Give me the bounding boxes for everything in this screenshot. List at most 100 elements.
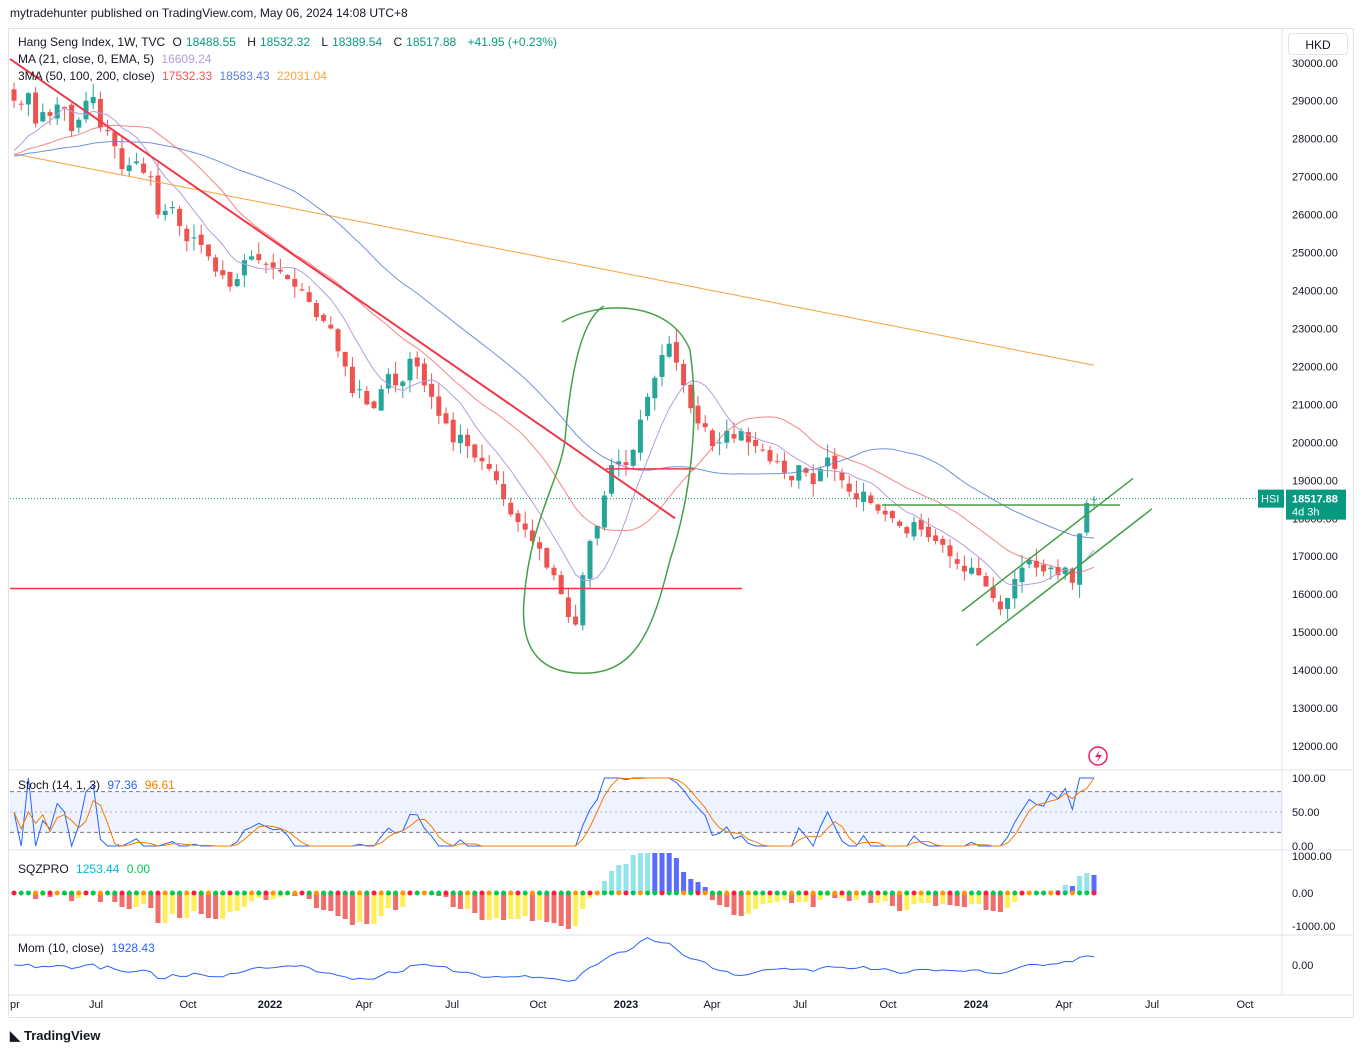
candle-body <box>205 244 211 257</box>
candle-body <box>659 355 665 377</box>
candle <box>767 445 773 465</box>
sqz-dot <box>882 890 888 896</box>
time-tick-label: Oct <box>1236 999 1253 1011</box>
candle-body <box>421 363 427 386</box>
candle <box>745 427 751 456</box>
candle <box>11 82 17 109</box>
sqz-bar <box>457 893 463 909</box>
candle-body <box>688 384 694 409</box>
candle <box>947 539 953 568</box>
candle-body <box>148 176 154 178</box>
sqz-dot <box>997 890 1003 896</box>
candle-body <box>997 601 1003 610</box>
candle-body <box>393 373 399 386</box>
candle <box>313 299 319 322</box>
candle <box>565 587 571 624</box>
sqz-dot <box>853 890 859 896</box>
candle <box>220 260 226 279</box>
ohlc-open: O 18488.55 <box>173 35 240 49</box>
candle <box>256 242 262 264</box>
candle-body <box>213 257 219 272</box>
sqz-bar <box>796 893 802 902</box>
candle <box>328 316 334 330</box>
candle-body <box>889 511 895 519</box>
stoch-label: Stoch (14, 1, 3) <box>18 778 101 792</box>
sqz-bar <box>767 893 773 903</box>
sqz-bar <box>774 893 780 902</box>
candle <box>400 380 406 398</box>
candle <box>501 471 507 507</box>
sqz-dot <box>234 890 240 896</box>
sqz-bar <box>911 893 917 904</box>
sqz-dot <box>659 890 665 896</box>
sqz-bar <box>69 893 75 901</box>
mom-legend[interactable]: Mom (10, close) 1928.43 <box>18 941 159 955</box>
ma-legend[interactable]: MA (21, close, 0, EMA, 5) 16609.24 <box>18 52 215 66</box>
candle-body <box>321 314 327 321</box>
candle-body <box>781 460 787 473</box>
sqz-dot <box>594 890 600 896</box>
candle <box>443 407 449 425</box>
sqz-tick-label: 1000.00 <box>1292 851 1332 863</box>
sqz-bar <box>846 893 852 901</box>
sqz-dot <box>436 890 442 896</box>
sqz-bar <box>537 893 543 920</box>
sqz-dot <box>515 890 521 896</box>
sqz-bar <box>385 893 391 908</box>
candle-body <box>1019 567 1025 583</box>
ohlc-close: C 18517.88 <box>393 35 460 49</box>
candle <box>241 254 247 288</box>
sqz-legend[interactable]: SQZPRO 1253.44 0.00 <box>18 862 154 876</box>
sqz-bar <box>580 893 586 909</box>
o-value: 18488.55 <box>185 35 236 49</box>
sqz-bar <box>544 893 550 922</box>
candle-body <box>191 237 197 239</box>
candle-body <box>256 254 262 261</box>
sqz-bar <box>637 853 643 893</box>
candle-body <box>54 104 60 119</box>
sqz-dot <box>141 890 147 896</box>
tradingview-logo-icon: ◣ <box>10 1028 20 1043</box>
candle <box>702 415 708 433</box>
tradingview-footer[interactable]: ◣ TradingView <box>10 1028 100 1044</box>
sqz-bar <box>724 893 730 907</box>
sqz-bar <box>371 893 377 924</box>
candle <box>983 572 989 587</box>
sqz-dot <box>616 890 622 896</box>
sqz-dot <box>810 890 816 896</box>
sqz-dot <box>1033 890 1039 896</box>
candle-body <box>861 491 867 503</box>
sqz-dot <box>904 890 910 896</box>
sqz-bar <box>465 893 471 909</box>
sqz-dot <box>47 890 53 896</box>
candle <box>133 152 139 166</box>
candle-body <box>1012 579 1018 599</box>
candle-body <box>40 112 46 122</box>
candle <box>681 359 687 393</box>
ma3-legend[interactable]: 3MA (50, 100, 200, close) 17532.33 18583… <box>18 69 331 83</box>
sqz-dot <box>947 890 953 896</box>
symbol-name: Hang Seng Index, 1W, TVC <box>18 35 166 49</box>
stoch-legend[interactable]: Stoch (14, 1, 3) 97.36 96.61 <box>18 778 179 792</box>
candle-body <box>25 93 31 105</box>
candle <box>695 395 701 431</box>
candle-body <box>709 430 715 447</box>
candle-body <box>774 461 780 463</box>
candle <box>486 454 492 472</box>
candle-body <box>270 262 276 268</box>
currency-button[interactable]: HKD <box>1288 33 1348 55</box>
sqz-dot <box>990 890 996 896</box>
sqz-bar <box>652 853 658 893</box>
candle-body <box>558 575 564 595</box>
sqz-bar <box>753 893 759 909</box>
candle <box>861 482 867 512</box>
candle <box>940 535 946 554</box>
candle <box>997 594 1003 616</box>
sqz-dot <box>241 890 247 896</box>
candle-body <box>825 457 831 467</box>
candle-body <box>220 270 226 276</box>
candle-body <box>126 165 132 172</box>
price-tick-label: 25000.00 <box>1292 248 1338 260</box>
sqz-bar <box>155 893 161 923</box>
